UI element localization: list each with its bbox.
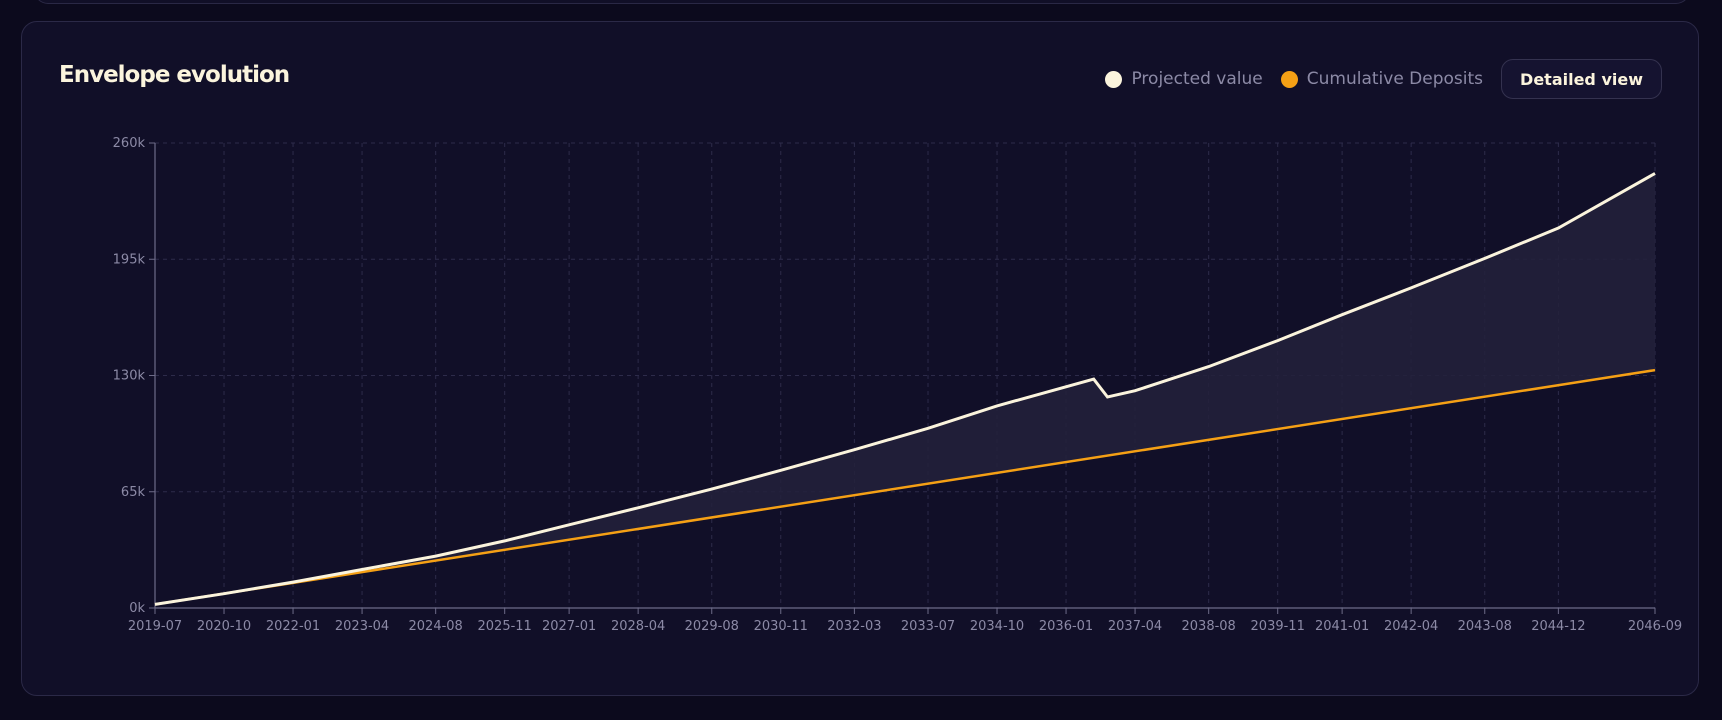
y-tick-label: 0k <box>129 601 145 616</box>
x-tick-label: 2023-04 <box>335 619 389 634</box>
area-between-series <box>155 173 1655 605</box>
y-tick-label: 195k <box>113 252 146 267</box>
x-tick-label: 2029-08 <box>685 619 739 634</box>
x-tick-label: 2039-11 <box>1251 619 1305 634</box>
x-tick-label: 2024-08 <box>409 619 463 634</box>
series-line-projected-value <box>154 172 1656 606</box>
x-tick-label: 2036-01 <box>1039 619 1093 634</box>
x-tick-label: 2020-10 <box>197 619 251 634</box>
cumulative-deposits-dot-icon <box>1280 70 1298 88</box>
card-title: Envelope evolution <box>59 62 290 88</box>
x-tick-label: 2034-10 <box>970 619 1024 634</box>
x-tick-label: 2037-04 <box>1108 619 1162 634</box>
x-tick-label: 2043-08 <box>1458 619 1512 634</box>
x-tick-label: 2044-12 <box>1531 619 1585 634</box>
x-tick-label: 2032-03 <box>827 619 881 634</box>
x-tick-label: 2025-11 <box>478 619 532 634</box>
series-line-cumulative-deposits <box>154 368 1656 606</box>
x-tick-label: 2041-01 <box>1315 619 1369 634</box>
legend-item-cumulative-deposits: Cumulative Deposits <box>1280 69 1484 89</box>
chart-legend: Projected value Cumulative Deposits Deta… <box>1105 59 1662 99</box>
y-tick-label: 130k <box>113 369 146 384</box>
x-tick-label: 2046-09 <box>1628 619 1682 634</box>
projected-value-dot-icon <box>1105 70 1123 88</box>
detailed-view-button[interactable]: Detailed view <box>1501 59 1662 99</box>
legend-label-projected-value: Projected value <box>1131 69 1263 89</box>
x-tick-label: 2027-01 <box>542 619 596 634</box>
x-tick-label: 2033-07 <box>901 619 955 634</box>
legend-item-projected-value: Projected value <box>1105 69 1263 89</box>
x-tick-label: 2022-01 <box>266 619 320 634</box>
x-tick-label: 2028-04 <box>611 619 665 634</box>
x-tick-label: 2030-11 <box>754 619 808 634</box>
x-tick-label: 2042-04 <box>1384 619 1438 634</box>
y-tick-label: 260k <box>113 136 146 151</box>
x-tick-label: 2038-08 <box>1182 619 1236 634</box>
legend-label-cumulative-deposits: Cumulative Deposits <box>1306 69 1484 89</box>
x-tick-label: 2019-07 <box>128 619 182 634</box>
y-tick-label: 65k <box>121 485 146 500</box>
